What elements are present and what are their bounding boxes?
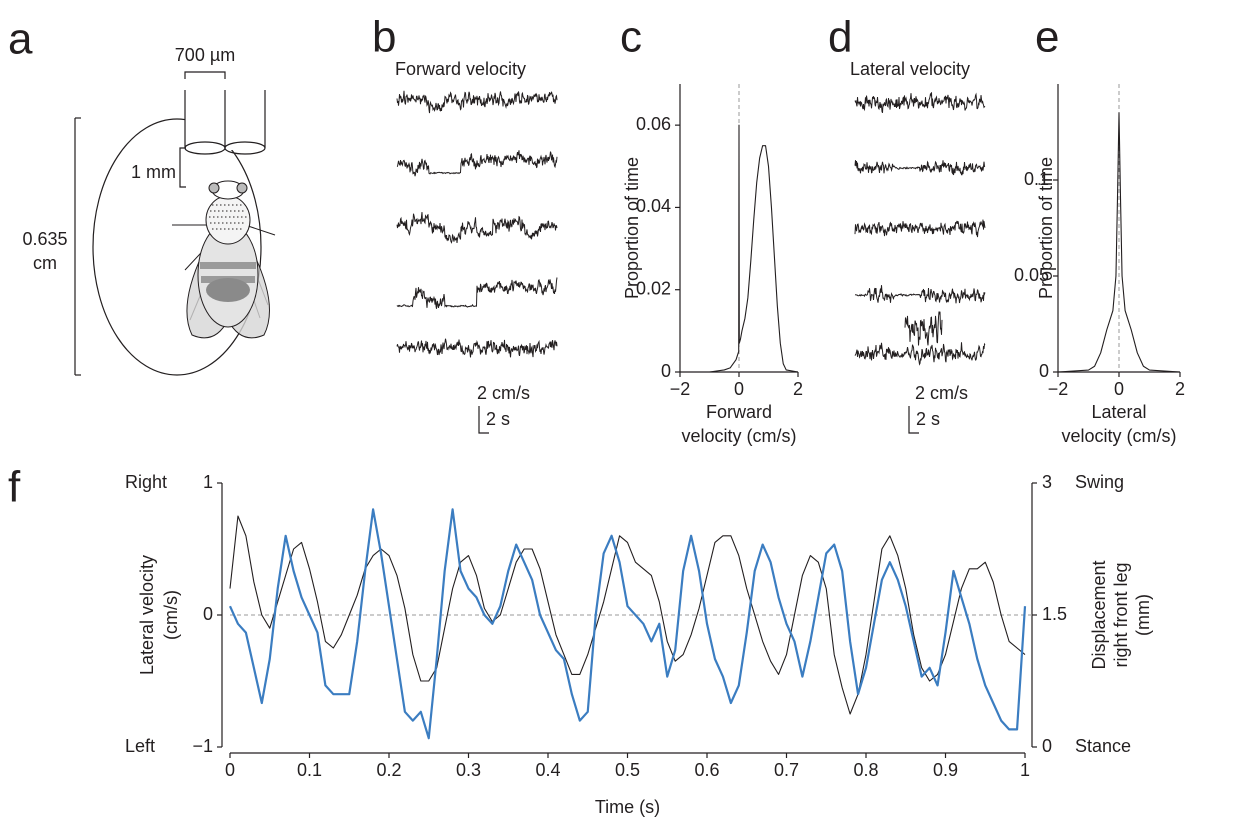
y-tick-label: −1 xyxy=(192,736,213,756)
scale-bar xyxy=(908,406,919,434)
y-tick-label: 0.02 xyxy=(636,278,671,298)
y-end-label: Right xyxy=(125,472,167,492)
scale-label: 2 s xyxy=(486,409,510,429)
x-tick-label: 2 xyxy=(793,379,803,399)
x-tick-label: 1 xyxy=(1020,760,1030,780)
panel-label: f xyxy=(8,463,21,512)
x-tick-label: 0 xyxy=(734,379,744,399)
y-tick-label: 0 xyxy=(203,604,213,624)
x-axis-label: Lateral xyxy=(1091,402,1146,422)
y2-tick-label: 1.5 xyxy=(1042,604,1067,624)
x-tick-label: −2 xyxy=(670,379,691,399)
scale-label: 2 cm/s xyxy=(477,383,530,403)
example-trace xyxy=(396,212,558,244)
panel-label: a xyxy=(8,15,33,64)
panel-label: c xyxy=(620,13,642,62)
y-end-label: Left xyxy=(125,736,155,756)
y-axis-label: Proportion of time xyxy=(1036,157,1056,299)
scale-bar xyxy=(478,406,489,434)
scale-label: 2 cm/s xyxy=(915,383,968,403)
x-tick-label: 0.6 xyxy=(694,760,719,780)
x-axis-label: Forward xyxy=(706,402,772,422)
y2-tick-label: 0 xyxy=(1042,736,1052,756)
series-line xyxy=(228,508,1027,740)
example-trace xyxy=(854,219,986,238)
x-tick-label: 0.7 xyxy=(774,760,799,780)
x-tick-label: −2 xyxy=(1048,379,1069,399)
y-tick-label: 1 xyxy=(203,472,213,492)
x-tick-label: 0.3 xyxy=(456,760,481,780)
y-tick-label: 0.04 xyxy=(636,196,671,216)
x-tick-label: 2 xyxy=(1175,379,1185,399)
trace-title: Forward velocity xyxy=(395,59,526,79)
example-trace xyxy=(396,277,558,309)
tube-label: 700 µm xyxy=(175,45,235,65)
bracket xyxy=(184,71,226,79)
series-line xyxy=(229,515,1026,715)
y2-axis-label: (mm) xyxy=(1133,594,1153,636)
x-tick-label: 0.4 xyxy=(535,760,560,780)
x-tick-label: 0.5 xyxy=(615,760,640,780)
example-trace xyxy=(854,285,986,304)
example-trace xyxy=(854,342,986,366)
y2-end-label: Stance xyxy=(1075,736,1131,756)
example-trace xyxy=(854,92,986,113)
y2-tick-label: 3 xyxy=(1042,472,1052,492)
example-trace xyxy=(396,150,558,177)
panel-label: b xyxy=(372,13,396,62)
example-trace xyxy=(854,160,986,176)
diameter-label: cm xyxy=(33,253,57,273)
x-tick-label: 0.1 xyxy=(297,760,322,780)
panel-label: d xyxy=(828,13,852,62)
y-axis-label: Proportion of time xyxy=(622,157,642,299)
y-tick-label: 0.1 xyxy=(1024,169,1049,189)
ball xyxy=(92,118,262,376)
trace-title: Lateral velocity xyxy=(850,59,970,79)
series-line xyxy=(1057,112,1181,373)
y-tick-label: 0 xyxy=(1039,361,1049,381)
bracket xyxy=(179,147,186,188)
tube-end xyxy=(224,141,266,155)
y2-end-label: Swing xyxy=(1075,472,1124,492)
x-axis-label: Time (s) xyxy=(595,797,660,817)
y-tick-label: 0.05 xyxy=(1014,265,1049,285)
x-tick-label: 0.2 xyxy=(376,760,401,780)
setup-diagram: 700 µm 1 mm 0.635 cm xyxy=(22,45,276,376)
example-trace xyxy=(904,311,943,346)
y2-axis-label: Displacement xyxy=(1089,560,1109,669)
scale-label: 2 s xyxy=(916,409,940,429)
x-tick-label: 0 xyxy=(225,760,235,780)
y-axis-label: (cm/s) xyxy=(161,590,181,640)
y-tick-label: 0 xyxy=(661,361,671,381)
x-axis-label: velocity (cm/s) xyxy=(1061,426,1176,446)
y2-axis-label: right front leg xyxy=(1111,562,1131,667)
series-line xyxy=(680,124,799,373)
x-axis-label: velocity (cm/s) xyxy=(681,426,796,446)
x-tick-label: 0 xyxy=(1114,379,1124,399)
x-tick-label: 0.8 xyxy=(853,760,878,780)
fly xyxy=(172,180,276,339)
y-axis-label: Lateral velocity xyxy=(137,555,157,675)
panel-label: e xyxy=(1035,13,1059,62)
y-tick-label: 0.06 xyxy=(636,114,671,134)
diameter-label: 0.635 xyxy=(22,229,67,249)
x-tick-label: 0.9 xyxy=(933,760,958,780)
example-trace xyxy=(396,90,558,114)
distance-label: 1 mm xyxy=(131,162,176,182)
example-trace xyxy=(396,338,558,358)
